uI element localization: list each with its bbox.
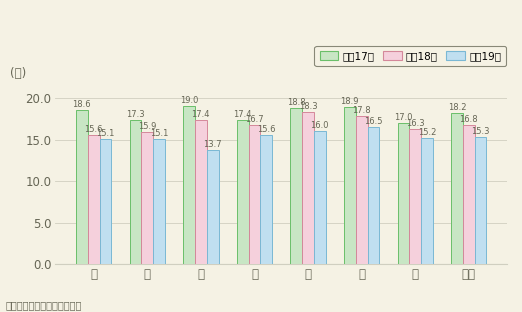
Bar [248, 125, 260, 264]
Text: 16.5: 16.5 [364, 117, 383, 126]
Text: 15.9: 15.9 [138, 122, 157, 131]
Bar [409, 129, 421, 264]
Bar [474, 137, 487, 264]
Bar [88, 134, 100, 264]
Text: 17.8: 17.8 [352, 106, 371, 115]
Text: (件): (件) [10, 67, 27, 80]
Text: 18.3: 18.3 [299, 102, 317, 111]
Text: 15.6: 15.6 [85, 124, 103, 134]
Bar [207, 150, 219, 264]
Bar [290, 108, 302, 264]
Bar [195, 119, 207, 264]
Text: 17.4: 17.4 [233, 110, 252, 119]
Text: 18.6: 18.6 [73, 100, 91, 109]
Bar [237, 119, 248, 264]
Bar [183, 106, 195, 264]
Text: 16.8: 16.8 [459, 115, 478, 124]
Bar [141, 132, 153, 264]
Text: 15.3: 15.3 [471, 127, 490, 136]
Bar [260, 134, 272, 264]
Text: 19.0: 19.0 [180, 96, 198, 105]
Text: 17.0: 17.0 [394, 113, 413, 122]
Legend: 平成17年, 平成18年, 平成19年: 平成17年, 平成18年, 平成19年 [314, 46, 506, 66]
Bar [463, 124, 474, 264]
Text: 13.7: 13.7 [204, 140, 222, 149]
Bar [344, 107, 355, 264]
Text: 15.2: 15.2 [418, 128, 436, 137]
Bar [355, 116, 367, 264]
Text: 17.3: 17.3 [126, 110, 145, 119]
Text: 15.1: 15.1 [96, 129, 115, 138]
Bar [367, 127, 379, 264]
Text: 注　警察庁資料により作成。: 注 警察庁資料により作成。 [5, 300, 81, 310]
Bar [129, 120, 141, 264]
Bar [421, 138, 433, 264]
Bar [100, 139, 111, 264]
Text: 15.1: 15.1 [150, 129, 168, 138]
Text: 17.4: 17.4 [192, 110, 210, 119]
Text: 18.8: 18.8 [287, 98, 305, 107]
Bar [153, 139, 165, 264]
Bar [451, 113, 463, 264]
Bar [398, 123, 409, 264]
Text: 15.6: 15.6 [257, 124, 276, 134]
Text: 16.7: 16.7 [245, 115, 264, 124]
Text: 18.2: 18.2 [448, 103, 466, 112]
Text: 16.0: 16.0 [311, 121, 329, 130]
Bar [76, 110, 88, 264]
Bar [314, 131, 326, 264]
Text: 16.3: 16.3 [406, 119, 424, 128]
Bar [302, 112, 314, 264]
Text: 18.9: 18.9 [340, 97, 359, 106]
